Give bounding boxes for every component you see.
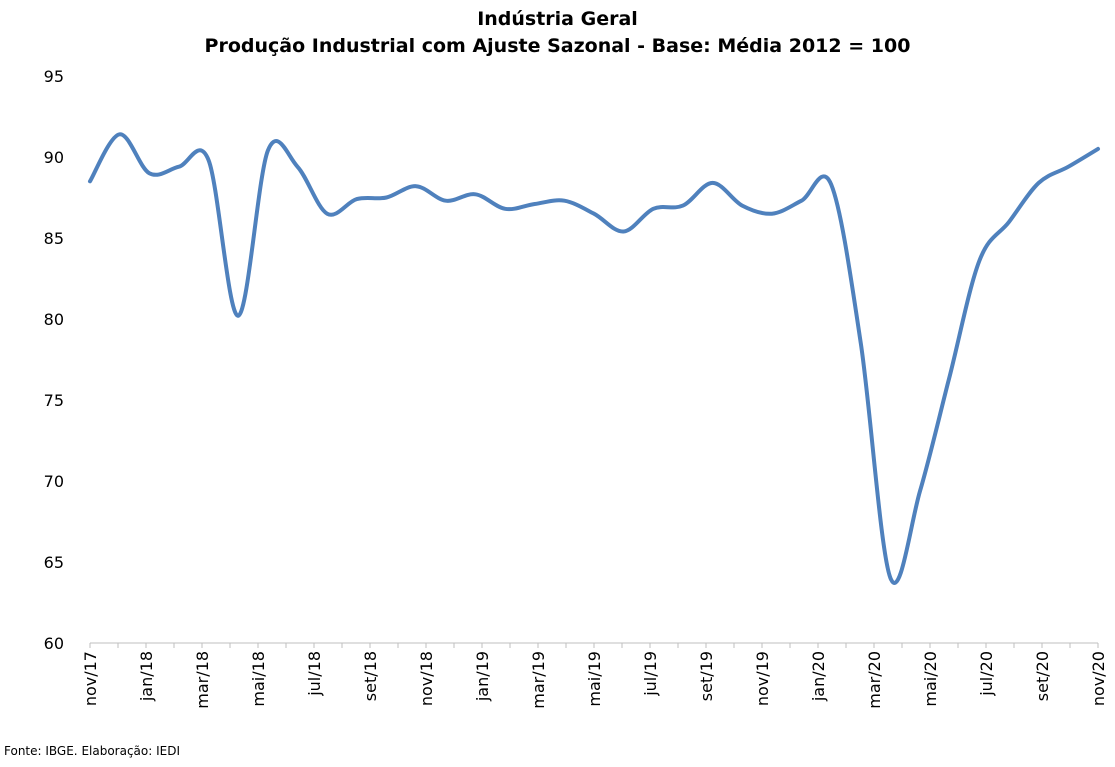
x-tick-label: jan/20 bbox=[809, 651, 828, 702]
y-tick-label: 75 bbox=[44, 391, 64, 410]
x-tick-label: mai/19 bbox=[585, 651, 604, 707]
chart-subtitle: Produção Industrial com Ajuste Sazonal -… bbox=[204, 35, 911, 57]
x-axis-labels: nov/17 jan/18 mar/18 mai/18 jul/18 set/18 nov/… bbox=[81, 651, 1108, 709]
x-tick-label: set/18 bbox=[361, 651, 380, 701]
x-tick-label: mar/18 bbox=[193, 651, 212, 709]
y-tick-label: 95 bbox=[44, 67, 64, 86]
chart-title-block: Indústria Geral Produção Industrial com … bbox=[0, 6, 1115, 60]
x-tick-label: mar/19 bbox=[529, 651, 548, 709]
x-tick-label: mai/20 bbox=[921, 651, 940, 707]
x-tick-label: nov/20 bbox=[1089, 651, 1108, 706]
y-tick-label: 60 bbox=[44, 634, 64, 653]
x-tick-label: mai/18 bbox=[249, 651, 268, 707]
x-tick-label: nov/18 bbox=[417, 651, 436, 706]
y-axis-labels: 60 65 70 75 80 85 90 95 bbox=[44, 67, 64, 653]
y-tick-label: 90 bbox=[44, 148, 64, 167]
x-tick-label: nov/17 bbox=[81, 651, 100, 706]
x-tick-label: jul/19 bbox=[641, 651, 660, 697]
x-tick-label: jul/20 bbox=[977, 651, 996, 697]
source-note: Fonte: IBGE. Elaboração: IEDI bbox=[4, 744, 181, 758]
x-tick-label: jan/18 bbox=[137, 651, 156, 702]
x-tick-label: nov/19 bbox=[753, 651, 772, 706]
x-tick-label: jan/19 bbox=[473, 651, 492, 702]
series-line bbox=[88, 132, 1100, 585]
y-tick-label: 85 bbox=[44, 229, 64, 248]
x-tick-label: mar/20 bbox=[865, 651, 884, 709]
y-tick-label: 65 bbox=[44, 553, 64, 572]
x-axis-ticks bbox=[89, 643, 1099, 648]
chart-title: Indústria Geral bbox=[477, 8, 638, 30]
y-tick-label: 70 bbox=[44, 472, 64, 491]
y-tick-label: 80 bbox=[44, 310, 64, 329]
x-tick-label: set/19 bbox=[697, 651, 716, 701]
x-tick-label: set/20 bbox=[1033, 651, 1052, 701]
x-tick-label: jul/18 bbox=[305, 651, 324, 697]
